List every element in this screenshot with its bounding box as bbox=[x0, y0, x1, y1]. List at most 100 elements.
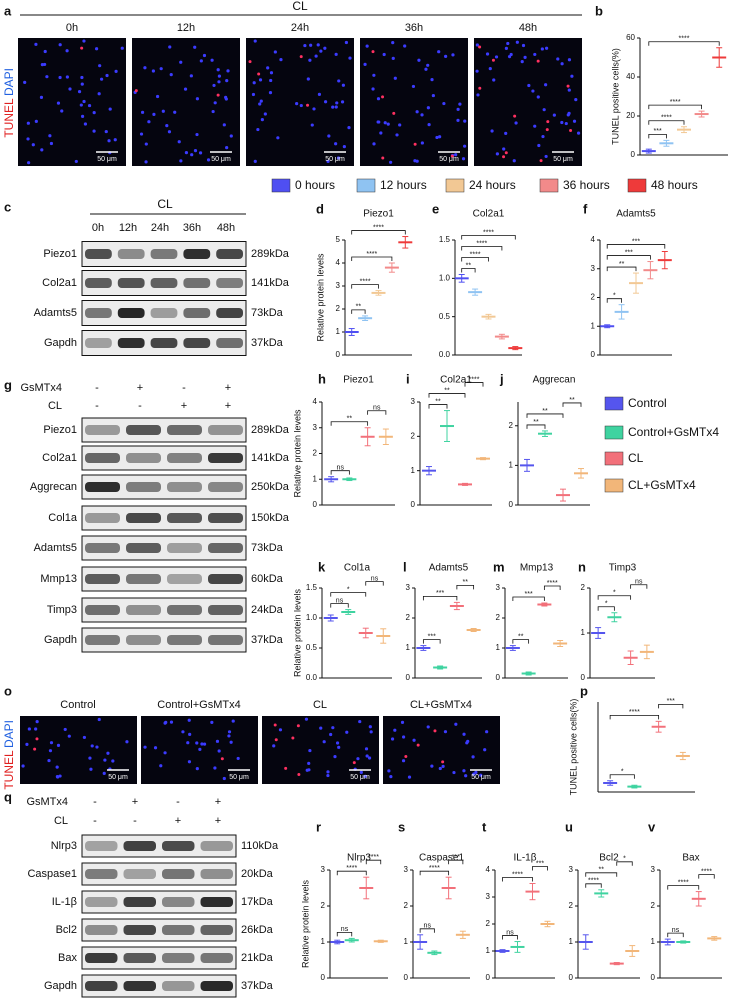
significance-label: **** bbox=[629, 709, 640, 716]
micrograph: 50 μm bbox=[132, 38, 240, 166]
nucleus bbox=[363, 774, 367, 778]
significance-bracket bbox=[648, 41, 720, 46]
significance-bracket bbox=[351, 230, 406, 235]
significance-label: **** bbox=[470, 251, 481, 258]
y-tick-label: 0 bbox=[321, 973, 326, 982]
tunel-positive bbox=[539, 159, 543, 163]
nucleus bbox=[89, 767, 93, 771]
nucleus bbox=[564, 121, 568, 126]
nucleus bbox=[567, 88, 571, 92]
nucleus bbox=[258, 78, 263, 82]
condition-sign: + bbox=[181, 400, 187, 412]
tunel-positive bbox=[306, 103, 310, 107]
nucleus bbox=[186, 741, 190, 745]
nucleus bbox=[88, 756, 92, 760]
nucleus bbox=[87, 103, 92, 108]
nucleus bbox=[168, 45, 172, 49]
significance-label: ** bbox=[466, 262, 472, 269]
nucleus bbox=[97, 717, 101, 722]
legend-label: 12 hours bbox=[380, 178, 427, 192]
significance-label: **** bbox=[429, 865, 440, 872]
nucleus bbox=[56, 743, 61, 747]
nucleus bbox=[431, 93, 435, 98]
blot-band bbox=[123, 953, 156, 963]
y-tick-label: 0 bbox=[411, 500, 416, 509]
blot-band bbox=[208, 482, 243, 492]
nucleus bbox=[382, 52, 386, 57]
significance-bracket bbox=[428, 393, 466, 398]
nucleus bbox=[504, 131, 508, 135]
significance-bracket bbox=[456, 585, 475, 590]
protein-label: Adamts5 bbox=[34, 307, 77, 319]
nucleus bbox=[224, 97, 228, 101]
tunel-positive bbox=[381, 95, 385, 99]
nucleus bbox=[190, 153, 194, 157]
nucleus bbox=[344, 40, 348, 45]
nucleus bbox=[430, 78, 434, 82]
nucleus bbox=[55, 774, 59, 779]
nucleus bbox=[308, 748, 312, 753]
scale-bar-label: 50 μm bbox=[97, 156, 117, 163]
tunel-positive bbox=[134, 89, 138, 93]
nucleus bbox=[164, 720, 168, 724]
nucleus bbox=[309, 43, 313, 47]
nucleus bbox=[331, 105, 335, 109]
group-header: CL bbox=[292, 0, 308, 13]
nucleus bbox=[377, 120, 381, 124]
blot-band bbox=[123, 869, 156, 879]
nucleus bbox=[305, 768, 309, 772]
nucleus bbox=[65, 75, 69, 79]
nucleus bbox=[108, 107, 112, 111]
nucleus bbox=[323, 46, 327, 50]
nucleus bbox=[260, 117, 264, 122]
panel-label: d bbox=[316, 201, 324, 216]
chart-title: Piezo1 bbox=[343, 375, 374, 386]
legend-swatch bbox=[271, 178, 291, 193]
nucleus bbox=[195, 97, 200, 101]
blot-band bbox=[183, 338, 211, 348]
nucleus bbox=[189, 74, 193, 78]
significance-bracket bbox=[597, 595, 632, 600]
nucleus bbox=[476, 93, 480, 97]
blot-band bbox=[126, 574, 161, 584]
blot-band bbox=[126, 425, 161, 435]
significance-bracket bbox=[330, 470, 350, 475]
nucleus bbox=[202, 53, 207, 58]
nucleus bbox=[576, 131, 581, 135]
nucleus bbox=[140, 110, 145, 114]
significance-bracket bbox=[461, 257, 489, 262]
nucleus bbox=[82, 735, 87, 740]
y-tick-label: 3 bbox=[486, 892, 491, 901]
y-tick-label: 0.5 bbox=[439, 312, 451, 321]
nucleus bbox=[31, 143, 35, 147]
nucleus bbox=[391, 41, 395, 45]
nucleus bbox=[454, 722, 458, 726]
nucleus bbox=[225, 79, 229, 83]
tunel-positive bbox=[284, 766, 288, 770]
nucleus bbox=[417, 58, 421, 62]
tunel-positive bbox=[536, 59, 540, 63]
nucleus bbox=[77, 90, 82, 94]
nucleus bbox=[198, 151, 203, 155]
panel-label: u bbox=[565, 819, 573, 834]
blot-band bbox=[200, 841, 233, 851]
nucleus bbox=[63, 727, 67, 732]
significance-label: ** bbox=[463, 579, 469, 586]
blot-band bbox=[117, 308, 145, 318]
blot-band bbox=[208, 513, 243, 523]
panel-label: h bbox=[318, 371, 326, 386]
micrograph-background bbox=[360, 38, 468, 166]
nucleus bbox=[376, 97, 381, 101]
nucleus bbox=[159, 764, 163, 768]
significance-bracket bbox=[648, 120, 685, 125]
significance-bracket bbox=[609, 714, 660, 720]
chart-title: Bax bbox=[682, 853, 699, 864]
blot-band bbox=[183, 308, 211, 318]
significance-label: ** bbox=[569, 397, 575, 404]
nucleus bbox=[95, 47, 99, 51]
nucleus bbox=[80, 75, 84, 80]
significance-label: ns bbox=[672, 927, 680, 934]
nucleus bbox=[398, 123, 402, 127]
significance-bracket bbox=[606, 255, 651, 260]
stain-label-tunel: TUNEL bbox=[2, 750, 16, 790]
